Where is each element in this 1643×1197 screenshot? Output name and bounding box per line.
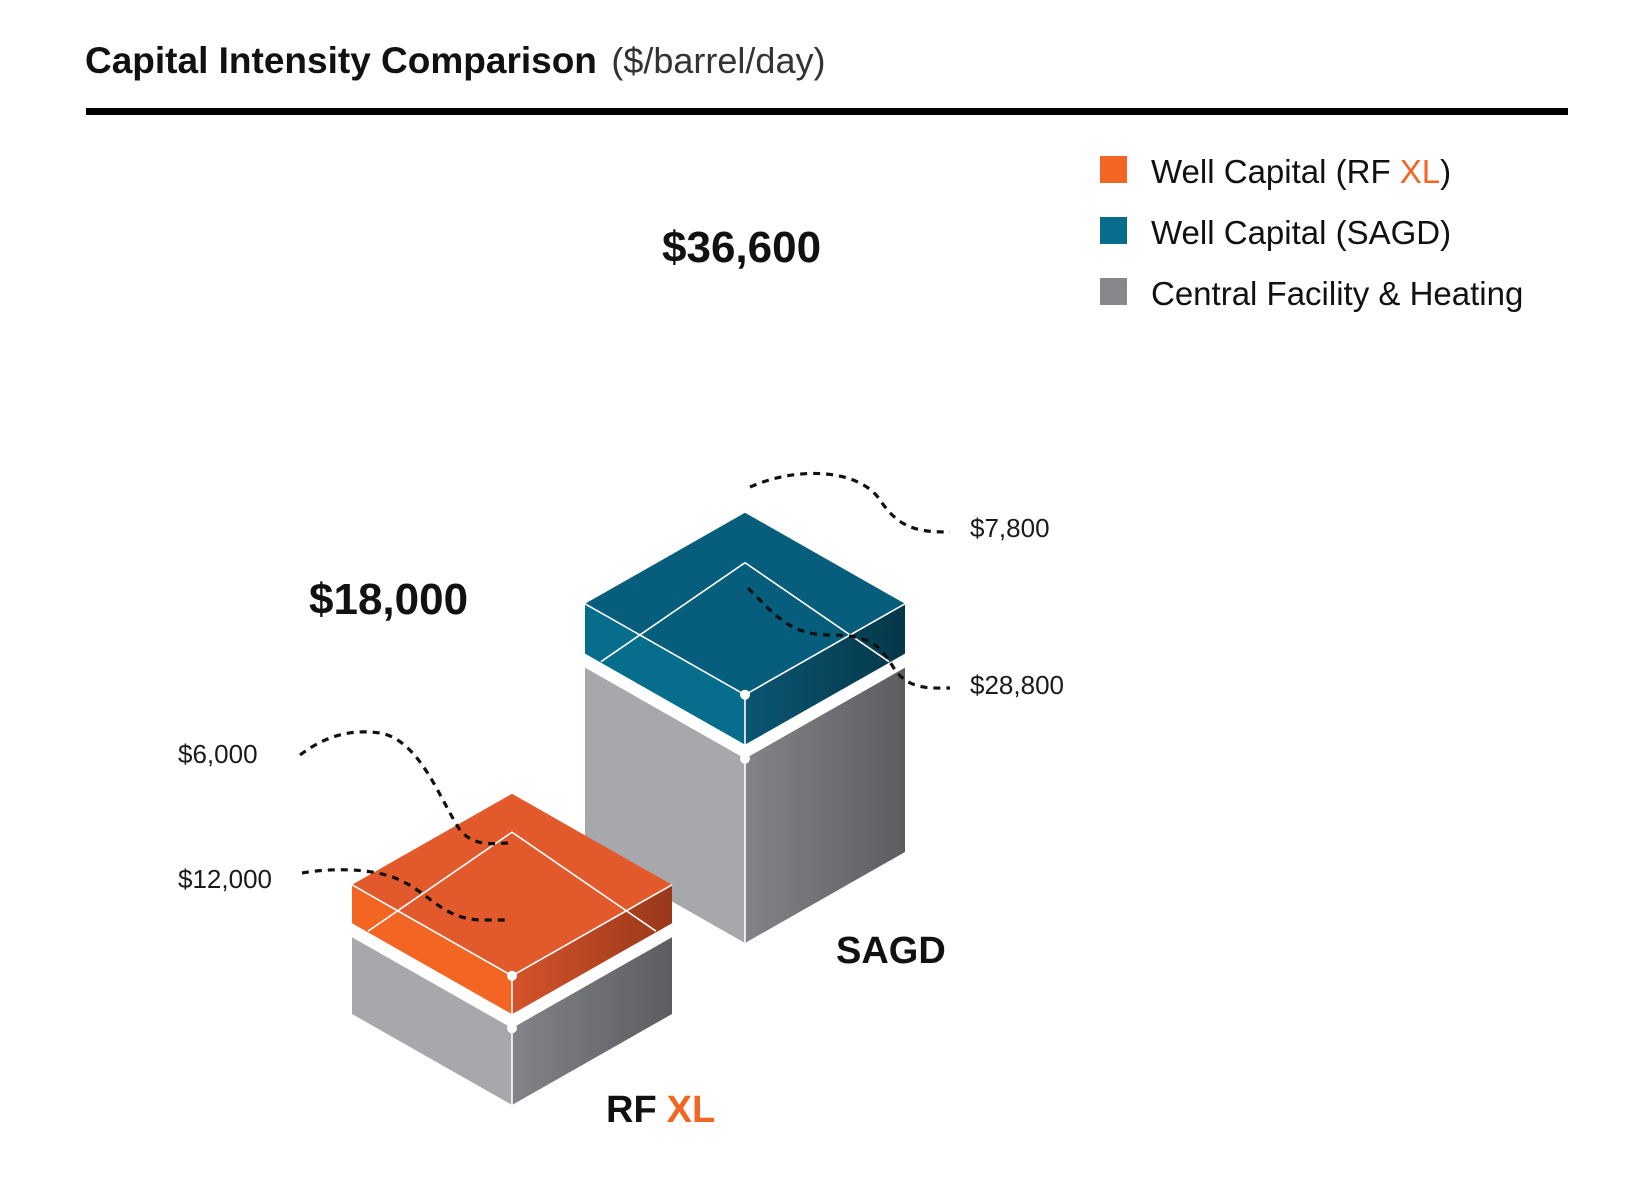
rfxl-column-well-edge: [511, 884, 673, 977]
leader-line-sagd-well: [749, 471, 951, 534]
sagd-column-well-edge: [584, 603, 746, 696]
segment-label-sagd-well: $7,800: [970, 513, 1050, 543]
segment-label-rfxl-central: $12,000: [178, 864, 272, 894]
sagd-column-well-edge: [744, 603, 906, 696]
segment-label-sagd-central: $28,800: [970, 670, 1064, 700]
total-label-rfxl: $18,000: [309, 575, 468, 624]
sagd-column-central-anchor-dot: [740, 753, 750, 764]
chart-title-units: ($/barrel/day): [611, 40, 825, 81]
leader-line-rfxl-central: [301, 868, 510, 922]
rfxl-column-well-left-face: [352, 884, 512, 1015]
sagd-column-central-right-face: [745, 667, 905, 943]
category-label-sagd: SAGD: [836, 930, 946, 972]
category-label-rfxl: RF XL: [606, 1089, 715, 1131]
rfxl-column-well-edge: [351, 884, 513, 977]
rfxl-column-central-right-face: [512, 937, 672, 1105]
bars-group: [351, 512, 906, 1105]
leader-line-sagd-central: [746, 586, 951, 690]
legend-item-sagd-well: Well Capital (SAGD): [1151, 214, 1451, 251]
chart-title: Capital Intensity Comparison ($/barrel/d…: [85, 40, 825, 81]
legend-item-rfxl-well: Well Capital (RF XL): [1151, 153, 1451, 190]
chart-title-main: Capital Intensity Comparison: [85, 40, 597, 81]
rfxl-column-well-right-face: [512, 884, 672, 1015]
rfxl-column-well-back-edge: [511, 831, 657, 932]
rfxl-column-well-anchor-dot: [507, 970, 517, 981]
legend-swatch-sagd-well: [1100, 217, 1127, 244]
sagd-column-well-left-face: [585, 603, 745, 745]
legend: Well Capital (RF XL) Well Capital (SAGD)…: [1100, 153, 1523, 312]
sagd-column-well-anchor-dot: [740, 689, 750, 700]
segment-label-rfxl-well: $6,000: [178, 739, 258, 769]
total-label-sagd: $36,600: [662, 223, 821, 272]
legend-swatch-rfxl-well: [1100, 156, 1127, 183]
legend-item-central-facility: Central Facility & Heating: [1151, 275, 1523, 312]
title-rule: [86, 108, 1568, 115]
rfxl-column-central-left-face: [352, 937, 512, 1105]
rfxl-column-well-back-edge: [367, 831, 513, 932]
leader-line-rfxl-well: [299, 730, 511, 846]
sagd-column-well-back-edge: [600, 562, 746, 663]
legend-swatch-central-facility: [1100, 278, 1127, 305]
rfxl-column-central-anchor-dot: [507, 1023, 517, 1034]
sagd-column-well-back-edge: [744, 562, 890, 663]
